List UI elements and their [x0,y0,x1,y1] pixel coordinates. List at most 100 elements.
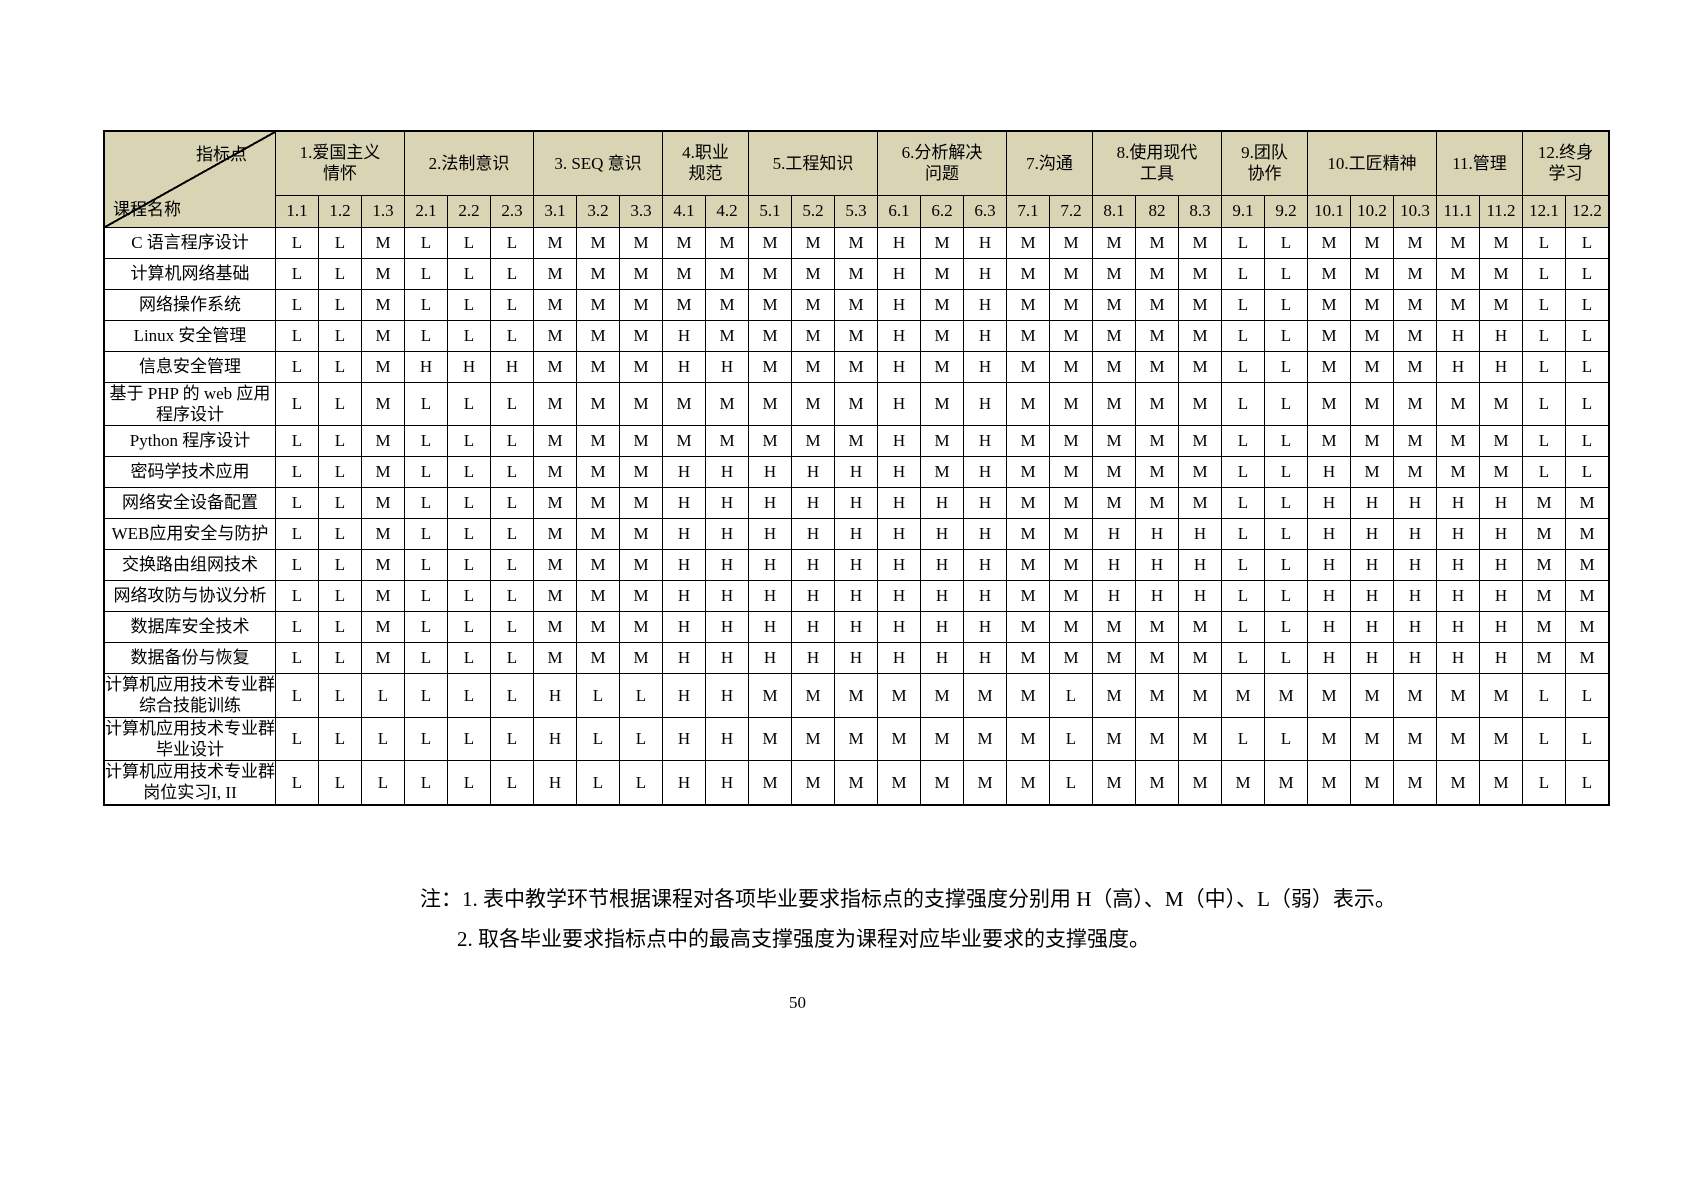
support-level-cell: M [834,288,878,321]
group-header-7: 7.沟通 [1006,130,1093,196]
support-level-cell: H [963,350,1007,383]
indicator-col-header: 4.1 [662,194,706,228]
support-level-cell: H [705,580,749,612]
support-level-cell: M [1307,257,1351,290]
course-row: 网络安全设备配置 L L M L L L M M M H H H H H H H H M M M M M L L H H H H H M M [103,487,1610,519]
support-level-cell: L [275,518,319,550]
support-level-cell: M [1393,226,1437,259]
support-level-cell: M [533,642,577,674]
support-level-cell: L [1522,456,1566,488]
support-level-cell: L [1264,381,1308,426]
support-level-cell: M [576,226,620,259]
support-level-cell: M [1006,642,1050,674]
corner-label-course: 课程名称 [113,200,181,220]
footnote-2: 2. 取各毕业要求指标点中的最高支撑强度为课程对应毕业要求的支撑强度。 [457,927,1150,951]
support-level-cell: M [1350,226,1394,259]
footnote-1: 注：1. 表中教学环节根据课程对各项毕业要求指标点的支撑强度分别用 H（高）、M… [420,887,1396,911]
support-level-cell: M [533,350,577,383]
support-level-cell: M [533,549,577,581]
support-level-cell: L [490,226,534,259]
support-level-cell: M [619,381,663,426]
support-level-cell: L [576,760,620,805]
support-level-cell: L [447,425,491,457]
indicator-col-header: 11.1 [1436,194,1480,228]
support-level-cell: L [490,381,534,426]
support-level-cell: M [1565,549,1610,581]
support-level-cell: M [576,257,620,290]
support-level-cell: M [1092,381,1136,426]
support-level-cell: L [1221,425,1265,457]
support-level-cell: M [619,425,663,457]
course-row: 网络操作系统 L L M L L L M M M M M M M M H M H M M M M M L L M M M M M L L [103,288,1610,321]
support-level-cell: H [920,642,964,674]
support-level-cell: H [1135,518,1179,550]
support-level-cell: M [361,381,405,426]
support-level-cell: M [1565,487,1610,519]
support-level-cell: H [877,487,921,519]
group-header-10: 10.工匠精神 [1307,130,1437,196]
support-level-cell: M [791,319,835,352]
support-level-cell: H [1436,350,1480,383]
support-level-cell: M [920,381,964,426]
support-level-cell: M [1393,381,1437,426]
support-level-cell: L [318,549,362,581]
indicator-col-header: 6.2 [920,194,964,228]
support-level-cell: M [748,425,792,457]
support-level-cell: M [1092,350,1136,383]
support-level-cell: M [576,549,620,581]
support-level-cell: L [490,518,534,550]
support-level-cell: L [275,350,319,383]
support-level-cell: H [791,611,835,643]
support-level-cell: L [619,760,663,805]
support-level-cell: M [1307,288,1351,321]
support-level-cell: M [705,226,749,259]
support-level-cell: M [533,456,577,488]
support-level-cell: M [1135,319,1179,352]
support-level-cell: M [834,673,878,718]
support-level-cell: L [1565,456,1610,488]
support-level-cell: L [490,716,534,761]
support-level-cell: M [705,319,749,352]
support-level-cell: L [318,381,362,426]
support-level-cell: L [1221,611,1265,643]
support-level-cell: H [1393,487,1437,519]
support-level-cell: L [447,487,491,519]
course-row: 交换路由组网技术 L L M L L L M M M H H H H H H H H M M H H H L L H H H H H M M [103,549,1610,581]
support-level-cell: H [791,549,835,581]
course-row: 计算机应用技术专业群毕业设计 L L L L L L H L L H H M M M M M M M L M M M L L M M… [103,716,1610,761]
support-level-cell: M [1307,226,1351,259]
support-level-cell: L [275,487,319,519]
support-level-cell: H [404,350,448,383]
support-level-cell: H [662,456,706,488]
support-level-cell: H [1135,549,1179,581]
support-level-cell: H [1479,642,1523,674]
support-level-cell: L [318,288,362,321]
support-level-cell: L [1264,288,1308,321]
support-level-cell: L [318,487,362,519]
support-level-cell: M [1092,673,1136,718]
support-level-cell: L [1522,257,1566,290]
support-level-cell: H [662,760,706,805]
support-level-cell: M [1092,487,1136,519]
support-level-cell: H [1393,549,1437,581]
support-level-cell: L [1049,716,1093,761]
support-level-cell: M [1522,611,1566,643]
course-row: 计算机网络基础 L L M L L L M M M M M M M M H M H M M M M M L L M M M M M L L [103,257,1610,290]
support-level-cell: M [920,350,964,383]
support-level-cell: L [447,549,491,581]
support-level-cell: L [1565,350,1610,383]
support-level-cell: L [1264,350,1308,383]
support-level-cell: M [834,760,878,805]
support-level-cell: M [1006,226,1050,259]
support-level-cell: H [662,350,706,383]
support-level-cell: H [791,642,835,674]
support-level-cell: M [1006,257,1050,290]
support-level-cell: M [1479,760,1523,805]
support-level-cell: M [1049,580,1093,612]
support-level-cell: M [1092,642,1136,674]
support-level-cell: H [662,518,706,550]
support-level-cell: M [920,319,964,352]
support-level-cell: H [1350,549,1394,581]
support-level-cell: H [1479,319,1523,352]
support-level-cell: M [619,350,663,383]
